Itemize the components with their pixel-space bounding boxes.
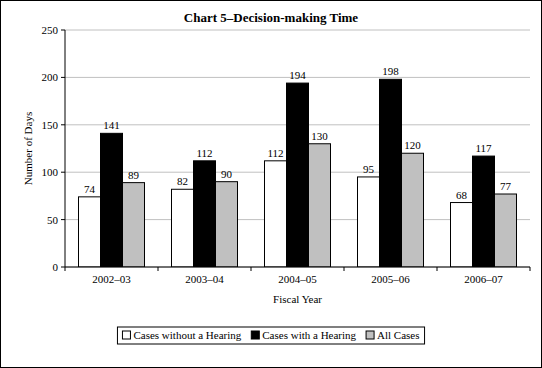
tick-label: 100 bbox=[42, 166, 59, 178]
data-label: 117 bbox=[475, 142, 492, 154]
grid-line bbox=[65, 30, 530, 31]
data-label: 112 bbox=[196, 147, 212, 159]
bar bbox=[495, 194, 517, 267]
tick-label: 50 bbox=[47, 214, 59, 226]
tick-mark bbox=[61, 77, 65, 78]
data-label: 68 bbox=[456, 189, 468, 201]
bar bbox=[473, 156, 495, 267]
bar bbox=[380, 79, 402, 267]
data-label: 90 bbox=[221, 168, 233, 180]
data-label: 198 bbox=[382, 65, 399, 77]
data-label: 89 bbox=[128, 169, 140, 181]
tick-mark bbox=[61, 219, 65, 220]
title: Chart 5–Decision-making Time bbox=[184, 10, 359, 25]
data-label: 95 bbox=[363, 163, 375, 175]
tick-label: 0 bbox=[53, 261, 59, 273]
tick-mark bbox=[61, 172, 65, 173]
tick-mark bbox=[530, 267, 531, 271]
legend-swatch bbox=[122, 331, 130, 339]
category-label: 2006–07 bbox=[464, 273, 503, 285]
legend-label: Cases with a Hearing bbox=[262, 329, 356, 341]
legend-swatch bbox=[251, 331, 259, 339]
bar bbox=[216, 182, 238, 267]
bar bbox=[402, 153, 424, 267]
tick-mark bbox=[158, 267, 159, 271]
bar bbox=[172, 189, 194, 267]
tick-mark bbox=[61, 124, 65, 125]
chart: Chart 5–Decision-making Time 0 50 100 150 200… bbox=[0, 0, 542, 368]
data-label: 141 bbox=[103, 119, 120, 131]
bar bbox=[265, 161, 287, 267]
data-labels: 74 82 112 95 68 141 112 194 198 117 89 90 130 120 77 bbox=[84, 65, 512, 200]
category-label: 2005–06 bbox=[371, 273, 410, 285]
grid-line bbox=[65, 267, 530, 268]
category-label: 2002–03 bbox=[92, 273, 131, 285]
y-axis-label: Number of Days bbox=[22, 112, 34, 185]
tick-mark bbox=[251, 267, 252, 271]
tick-mark bbox=[65, 267, 66, 271]
tick-label: 150 bbox=[42, 119, 59, 131]
tick-label: 200 bbox=[42, 71, 59, 83]
data-label: 112 bbox=[267, 147, 283, 159]
legend-label: Cases without a Hearing bbox=[133, 329, 241, 341]
tick-mark bbox=[437, 267, 438, 271]
frame bbox=[1, 1, 542, 368]
data-label: 77 bbox=[500, 180, 512, 192]
x-axis bbox=[65, 267, 530, 268]
bars bbox=[79, 79, 517, 267]
bar bbox=[287, 83, 309, 267]
tick-mark bbox=[344, 267, 345, 271]
bar bbox=[194, 161, 216, 267]
tick-mark bbox=[61, 267, 65, 268]
bar bbox=[451, 203, 473, 267]
bar bbox=[79, 197, 101, 267]
category-label: 2004–05 bbox=[278, 273, 317, 285]
data-label: 194 bbox=[289, 69, 306, 81]
data-label: 74 bbox=[84, 183, 96, 195]
data-label: 130 bbox=[311, 130, 328, 142]
data-label: 82 bbox=[177, 175, 188, 187]
y-axis bbox=[65, 30, 66, 267]
legend-label: All Cases bbox=[377, 329, 419, 341]
x-axis-label: Fiscal Year bbox=[273, 293, 322, 305]
bar bbox=[101, 133, 123, 267]
tick-mark bbox=[61, 30, 65, 31]
bar bbox=[123, 183, 145, 267]
legend-swatch bbox=[366, 331, 374, 339]
category-label: 2003–04 bbox=[185, 273, 224, 285]
legend-box bbox=[117, 327, 424, 344]
bar bbox=[358, 177, 380, 267]
legend: Cases without a Hearing Cases with a Hear… bbox=[117, 327, 424, 344]
bar bbox=[309, 144, 331, 267]
tick-label: 250 bbox=[42, 24, 59, 36]
data-label: 120 bbox=[404, 139, 421, 151]
